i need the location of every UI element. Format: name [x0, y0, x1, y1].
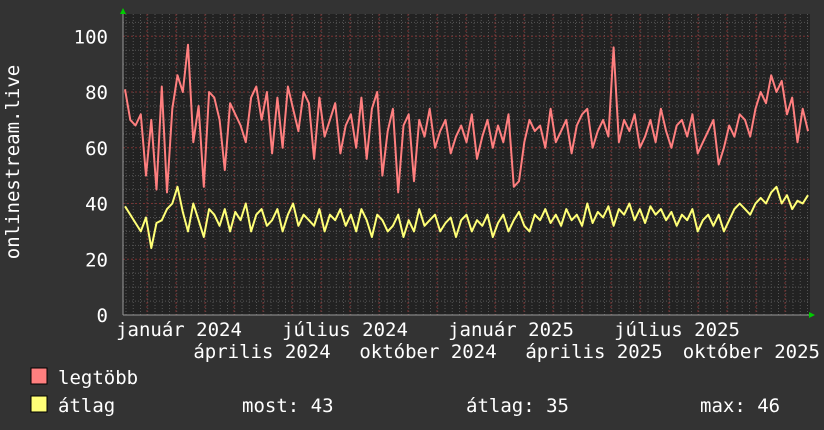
- y-tick-label: 0: [97, 305, 108, 327]
- y-tick-label: 20: [85, 249, 108, 271]
- x-tick-label: január 2025: [448, 319, 574, 341]
- y-tick-label: 40: [85, 194, 108, 216]
- x-tick-label: október 2025: [683, 341, 820, 363]
- axes: [120, 8, 815, 318]
- series-line-atlag: [124, 185, 809, 250]
- y-axis-label: onlinestream.live: [2, 65, 24, 259]
- y-tick-label: 100: [74, 26, 108, 48]
- x-tick-label: január 2024: [116, 319, 242, 341]
- series-line-legtobb: [124, 43, 809, 194]
- y-tick-label: 60: [85, 138, 108, 160]
- y-axis-arrow-icon: [120, 8, 126, 14]
- x-tick-label: október 2024: [359, 341, 496, 363]
- x-tick-label: július 2025: [614, 319, 740, 341]
- x-axis-arrow-icon: [809, 312, 815, 318]
- series-group: [124, 43, 809, 250]
- legend-label-atlag: átlag: [58, 395, 115, 417]
- y-tick-labels: 0 20 40 60 80 100: [74, 26, 108, 327]
- stat-max: max: 46: [700, 395, 780, 417]
- x-tick-label: április 2025: [525, 341, 662, 363]
- grid: [123, 14, 810, 315]
- legend: legtöbb átlag most: 43 átlag: 35 max: 46: [30, 367, 780, 417]
- y-tick-label: 80: [85, 82, 108, 104]
- x-tick-label: április 2024: [193, 341, 330, 363]
- stat-atlag: átlag: 35: [466, 395, 569, 417]
- legend-swatch-atlag: [30, 395, 48, 413]
- legend-swatch-legtobb: [30, 367, 48, 385]
- x-tick-label: július 2024: [282, 319, 408, 341]
- stat-most: most: 43: [242, 395, 334, 417]
- legend-label-legtobb: legtöbb: [58, 367, 138, 389]
